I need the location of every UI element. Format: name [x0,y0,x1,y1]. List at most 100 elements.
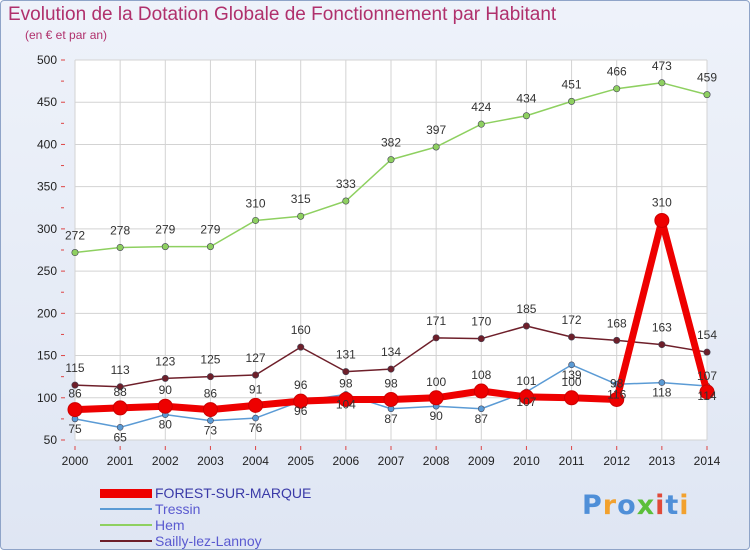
x-tick-label: 2008 [423,454,450,468]
proxiti-logo: Proxiti [582,490,690,521]
x-tick-label: 2012 [603,454,630,468]
data-point [699,384,715,400]
x-tick-label: 2003 [197,454,224,468]
logo-letter: i [679,490,690,521]
data-label: 163 [652,321,672,335]
data-label: 127 [246,351,266,365]
data-label: 115 [65,361,84,375]
legend-label: FOREST-SUR-MARQUE [155,485,312,501]
data-point [71,381,79,389]
data-label: 466 [607,65,627,79]
data-label: 278 [110,223,130,237]
logo-letter: P [582,490,603,521]
data-label: 185 [516,302,536,316]
data-label: 113 [111,363,130,377]
data-point [387,156,395,164]
data-point [518,389,534,405]
data-point [658,341,666,349]
data-point [161,243,169,251]
y-tick-label: 250 [37,264,57,278]
data-label: 108 [471,368,491,382]
data-label: 88 [113,385,127,399]
data-labels: 86 88 90 86 91 96 98 98 100 108 101 100 98 310 107 75 65… [65,59,717,445]
data-point [206,373,214,381]
data-point [654,212,670,228]
y-tick-label: 450 [37,95,57,109]
data-point [293,393,309,409]
data-label: 434 [516,92,536,106]
data-point [703,348,711,356]
data-point [432,143,440,151]
data-label: 100 [426,375,446,389]
data-point [248,397,264,413]
data-label: 98 [384,376,398,390]
data-label: 90 [159,383,173,397]
data-point [71,249,79,257]
data-point [338,391,354,407]
data-point [568,361,575,369]
data-label: 170 [471,315,491,329]
data-label: 473 [652,59,672,73]
data-label: 96 [294,404,308,418]
legend-label: Tressin [155,501,201,517]
data-point [342,197,350,205]
data-point [477,120,485,128]
data-point [522,322,530,330]
data-point [112,400,128,416]
data-label: 98 [339,376,353,390]
data-point [477,405,485,413]
data-point [658,79,666,87]
y-tick-label: 100 [37,391,57,405]
x-tick-label: 2013 [649,454,676,468]
data-label: 279 [155,223,175,237]
chart-subtitle: (en € et par an) [25,28,108,42]
x-tick-label: 2014 [694,454,721,468]
data-label: 86 [68,387,82,401]
data-point [252,414,259,422]
data-label: 333 [336,177,356,191]
legend-swatch [100,488,152,498]
y-tick-label: 300 [37,222,57,236]
data-point [428,390,444,406]
logo-letter: r [602,490,618,521]
data-point [252,371,260,379]
legend-label: Sailly-lez-Lannoy [155,533,262,549]
data-label: 104 [336,397,356,411]
data-point [116,383,124,391]
y-tick-label: 200 [37,306,57,320]
data-label: 272 [65,229,85,243]
x-tick-label: 2007 [378,454,405,468]
data-label: 160 [291,323,311,337]
data-point [568,97,576,105]
y-tick-label: 50 [44,433,58,447]
data-point [432,334,440,342]
data-label: 154 [697,328,717,342]
data-label: 134 [381,345,401,359]
data-point [568,333,576,341]
data-label: 91 [249,382,263,396]
x-tick-label: 2006 [333,454,360,468]
data-label: 123 [155,354,175,368]
data-point [613,85,621,93]
data-label: 73 [204,424,218,438]
data-point [342,368,350,376]
data-point [473,383,489,399]
logo-letter: o [617,490,637,521]
legend-swatch [100,508,152,510]
data-label: 310 [246,196,266,210]
data-label: 98 [610,376,624,390]
data-point [387,365,395,373]
data-label: 168 [607,316,627,330]
data-label: 101 [516,374,536,388]
data-point [202,402,218,418]
data-label: 96 [294,378,308,392]
data-label: 172 [562,313,582,327]
data-point [252,216,260,224]
data-point [116,243,124,251]
y-tick-label: 150 [37,349,57,363]
legend-swatch [100,524,152,526]
x-tick-label: 2000 [62,454,89,468]
x-tick-label: 2002 [152,454,179,468]
data-label: 459 [697,71,717,85]
